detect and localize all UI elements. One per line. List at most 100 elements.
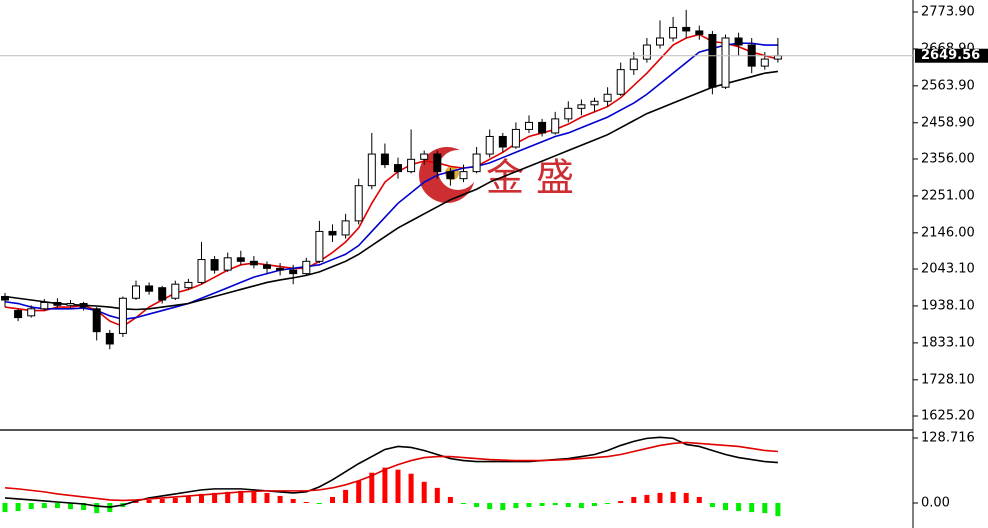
histogram-bar (775, 503, 781, 517)
histogram-bar (225, 491, 231, 504)
moving-average-line (4, 33, 779, 328)
y-tick-label: 0.00 (921, 496, 950, 511)
candle-body (682, 26, 691, 32)
watermark: 金 盛 (486, 156, 574, 200)
histogram-bar (290, 498, 296, 504)
candle-body (223, 257, 232, 271)
histogram-bar (343, 489, 349, 504)
histogram-bar (592, 503, 597, 507)
candle-body (590, 100, 599, 106)
histogram-bar (395, 469, 401, 504)
candle-body (420, 153, 429, 160)
histogram-bar (41, 503, 47, 509)
histogram-bar (474, 503, 480, 508)
histogram-bar (461, 503, 466, 505)
candle-body (53, 301, 62, 306)
histogram-bar (605, 503, 611, 505)
candle-body (210, 259, 219, 271)
y-tick-label: 128.716 (921, 431, 975, 446)
candle-body (498, 135, 507, 148)
candle-body (773, 55, 782, 60)
histogram-bar (670, 491, 676, 504)
histogram-bar (434, 487, 440, 504)
histogram-bar (723, 503, 728, 511)
histogram-bar (644, 494, 650, 504)
candle-body (394, 164, 402, 173)
histogram-bar (238, 490, 244, 504)
moving-average-line (4, 441, 778, 502)
histogram-bar (369, 472, 375, 504)
histogram-bar (709, 503, 715, 508)
histogram-bar (578, 503, 584, 509)
y-tick-label: 1728.10 (921, 372, 975, 387)
candle-body (315, 230, 324, 262)
histogram-bar (185, 495, 191, 504)
candle-body (276, 267, 285, 271)
moving-average-line (4, 436, 778, 508)
moving-average-line (4, 42, 778, 321)
candle-body (184, 281, 193, 289)
candle-body (289, 269, 298, 275)
candle-body (695, 30, 704, 35)
candle-body (407, 158, 416, 173)
candle-body (708, 33, 717, 88)
histogram-bar (500, 503, 506, 511)
candle-body (734, 37, 743, 46)
histogram-bar (356, 480, 362, 504)
histogram-bar (68, 503, 73, 510)
histogram-bar (513, 503, 519, 509)
histogram-bar (159, 498, 165, 504)
candle-body (485, 135, 494, 155)
histogram-bar (54, 503, 60, 509)
histogram-bar (762, 503, 768, 514)
histogram-bar (683, 492, 689, 504)
histogram-bar (565, 503, 571, 508)
histogram-bar (81, 503, 87, 511)
candle-body (721, 37, 730, 88)
candle-body (511, 128, 520, 148)
candle-body (197, 259, 206, 283)
candle-body (472, 153, 481, 173)
candle-body (302, 260, 311, 275)
histogram-bar (172, 497, 178, 504)
histogram-bar (487, 503, 493, 510)
candle-body (538, 121, 547, 134)
histogram-bar (251, 490, 257, 504)
candle-body (642, 44, 651, 60)
y-tick-label: 2773.90 (921, 4, 975, 19)
histogram-bar (696, 496, 702, 504)
candle-body (263, 264, 271, 269)
candle-body (603, 93, 612, 102)
y-tick-label: 2458.90 (921, 115, 975, 130)
histogram-bar (382, 467, 388, 504)
candle-body (341, 220, 350, 236)
histogram-bar (539, 503, 545, 507)
candle-body (79, 303, 88, 308)
histogram-bar (408, 473, 414, 504)
y-tick-label: 1625.20 (921, 409, 975, 424)
histogram-bar (552, 503, 558, 506)
candle-body (367, 153, 376, 187)
histogram-bar (631, 496, 637, 504)
candle-body (92, 308, 101, 333)
histogram-bar (447, 496, 453, 504)
histogram-bar (2, 503, 8, 513)
candle-body (433, 153, 442, 173)
y-tick-label: 2146.00 (921, 225, 975, 240)
candle-body (1, 295, 9, 301)
candle-body (577, 104, 586, 109)
histogram-bar (303, 501, 309, 504)
y-tick-label: 1833.10 (921, 335, 975, 350)
candle-body (145, 285, 154, 292)
moving-average-line (4, 70, 779, 311)
candle-body (118, 297, 127, 334)
histogram-bar (199, 493, 204, 504)
histogram-bar (277, 495, 283, 504)
histogram-bar (330, 496, 335, 504)
histogram-bar (264, 492, 270, 504)
candle-body (380, 153, 389, 166)
candle-body (669, 26, 678, 39)
histogram-bar (133, 500, 139, 504)
